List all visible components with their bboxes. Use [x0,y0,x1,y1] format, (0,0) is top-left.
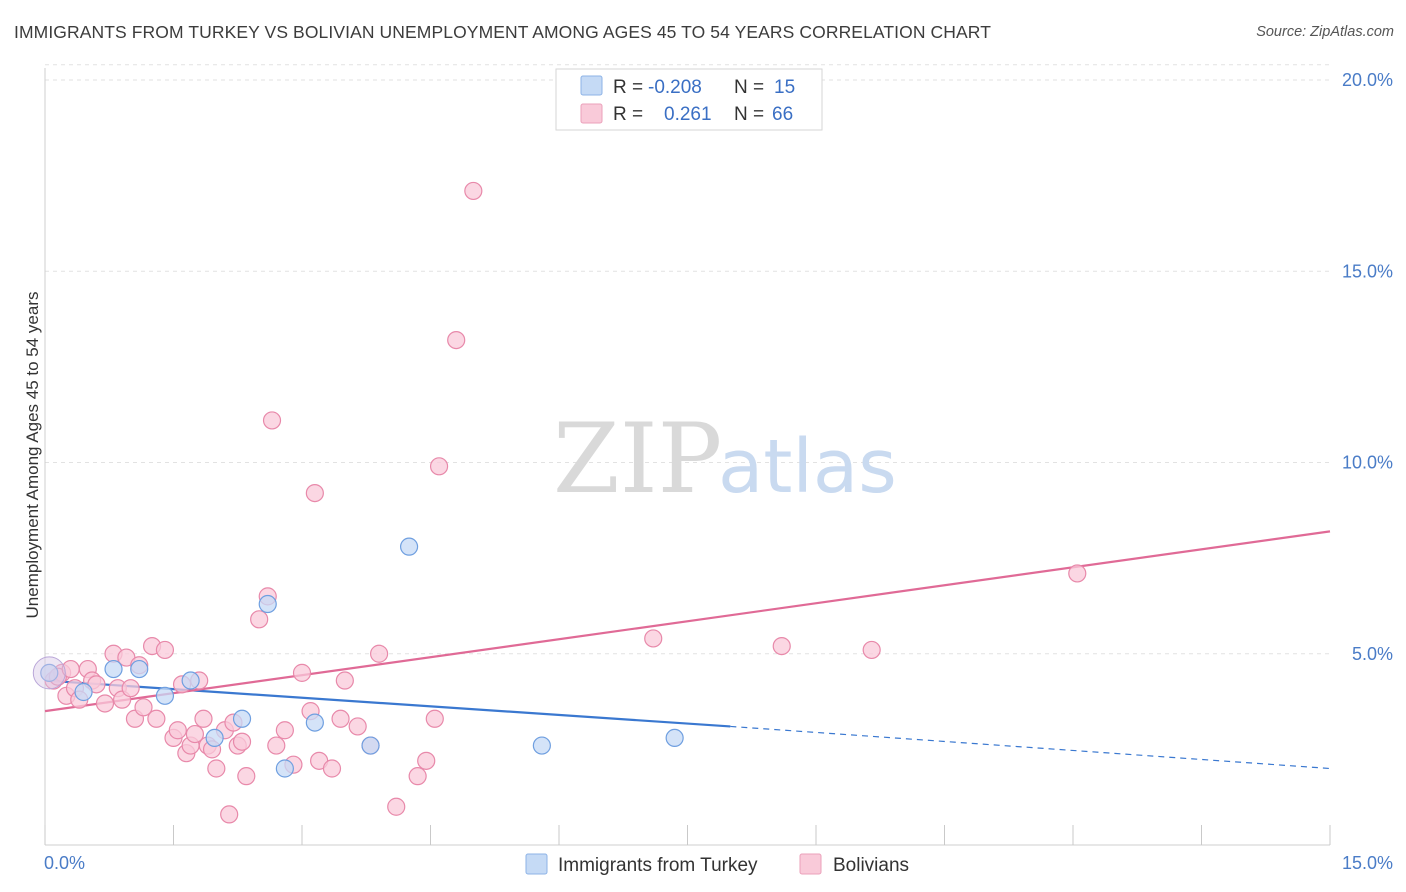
point-bolivians-8 [95,694,115,713]
point-bolivians-39 [262,411,282,430]
legend-label-turkey: Immigrants from Turkey [558,855,758,876]
point-turkey-3 [130,659,149,679]
legend-label-bolivians: Bolivians [833,855,909,876]
point-bolivians-16 [134,698,153,717]
point-bolivians-21 [168,721,187,740]
point-turkey-11 [361,736,380,755]
y-tick-label-2: 15.0% [1342,261,1393,281]
legend-n-value-1: 15 [774,77,795,98]
point-bolivians-58 [447,331,466,350]
y-tick-label-0: 5.0% [1352,644,1393,664]
legend-swatch-turkey [580,75,603,96]
point-bolivians-49 [335,671,354,690]
correlation-legend: R = -0.208 N = 15 R = 0.261 N = 66 [555,68,823,131]
legend-n-label-1: N = [734,77,764,98]
point-turkey-1 [74,682,93,702]
point-bolivians-27 [194,709,213,728]
point-bolivians-45 [305,484,324,503]
point-bolivians-55 [417,751,436,770]
point-turkey-13 [532,736,551,755]
trend-lines [44,530,1331,770]
point-bolivians-43 [292,663,312,682]
series-legend: Immigrants from Turkey Bolivians [525,853,909,876]
watermark-atlas: atlas [718,424,897,510]
point-bolivians-40 [267,736,286,755]
legend-swatch-bolivians-bottom [799,853,822,875]
legend-n-value-2: 66 [772,104,793,125]
point-bolivians-32 [220,805,239,824]
y-tick-label-1: 10.0% [1342,453,1393,473]
legend-r-value-1: -0.208 [648,77,702,98]
point-bolivians-60 [644,629,663,648]
axes [44,68,1331,846]
point-bolivians-41 [275,721,294,740]
point-bolivians-18 [147,709,166,728]
point-bolivians-25 [185,724,205,744]
chart-title: IMMIGRANTS FROM TURKEY VS BOLIVIAN UNEMP… [14,22,992,42]
point-turkey-8 [258,594,277,614]
point-bolivians-35 [232,732,252,751]
trend-line-1 [44,530,1331,713]
y-tick-label-3: 20.0% [1342,70,1393,90]
source-label: Source: ZipAtlas.com [1256,24,1394,40]
point-bolivians-63 [1068,564,1087,583]
trend-line-extension-0 [730,725,1331,770]
x-tick-label-0: 0.0% [44,853,85,873]
point-bolivians-62 [862,640,881,660]
data-points [32,181,1087,824]
point-bolivians-52 [370,644,389,663]
point-turkey-7 [232,709,252,728]
point-bolivians-54 [408,767,427,786]
legend-r-label-1: R = [613,77,643,98]
point-turkey-6 [205,728,224,748]
point-turkey-4 [155,686,175,705]
point-bolivians-19 [155,640,175,660]
point-bolivians-59 [464,181,483,201]
point-turkey-0 [40,663,59,682]
point-bolivians-36 [237,767,256,786]
legend-swatch-bolivians [580,103,603,124]
point-bolivians-50 [348,717,367,736]
point-bolivians-47 [322,759,342,778]
legend-r-label-2: R = [613,104,643,125]
point-bolivians-37 [250,610,269,629]
point-turkey-14 [665,728,684,748]
legend-n-label-2: N = [734,104,764,125]
point-bolivians-30 [207,759,226,778]
point-bolivians-61 [772,636,791,656]
point-bolivians-13 [121,679,140,698]
watermark-zip: ZIP [553,403,722,515]
point-turkey-12 [399,537,419,556]
legend-swatch-turkey-bottom [525,853,548,875]
x-tick-labels: 0.0% 15.0% [44,853,1393,873]
x-tick-label-1: 15.0% [1342,853,1393,873]
trend-line-0 [44,679,731,728]
point-cluster-origin [32,656,66,690]
legend-r-value-2: 0.261 [664,104,712,125]
gridlines [45,64,1330,655]
point-turkey-10 [305,713,324,732]
y-axis-label: Unemployment Among Ages 45 to 54 years [23,292,42,619]
point-bolivians-65 [61,659,80,679]
point-bolivians-56 [425,709,444,728]
point-turkey-9 [275,759,294,778]
y-tick-labels: 5.0% 10.0% 15.0% 20.0% [1342,70,1393,664]
point-bolivians-57 [429,457,449,476]
point-turkey-5 [181,671,200,690]
point-bolivians-53 [387,797,406,816]
point-bolivians-48 [331,709,350,728]
point-turkey-2 [104,659,123,679]
